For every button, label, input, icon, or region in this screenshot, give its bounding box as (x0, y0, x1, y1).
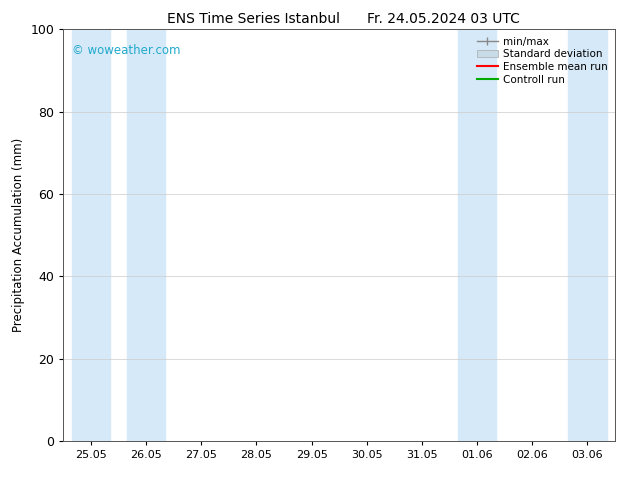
Text: © woweather.com: © woweather.com (72, 44, 180, 57)
Bar (568, 29, 607, 441)
Bar (458, 29, 496, 441)
Bar (127, 29, 165, 441)
Text: Fr. 24.05.2024 03 UTC: Fr. 24.05.2024 03 UTC (367, 12, 521, 26)
Text: ENS Time Series Istanbul: ENS Time Series Istanbul (167, 12, 340, 26)
Bar (72, 29, 110, 441)
Legend: min/max, Standard deviation, Ensemble mean run, Controll run: min/max, Standard deviation, Ensemble me… (473, 32, 612, 89)
Y-axis label: Precipitation Accumulation (mm): Precipitation Accumulation (mm) (12, 138, 25, 332)
